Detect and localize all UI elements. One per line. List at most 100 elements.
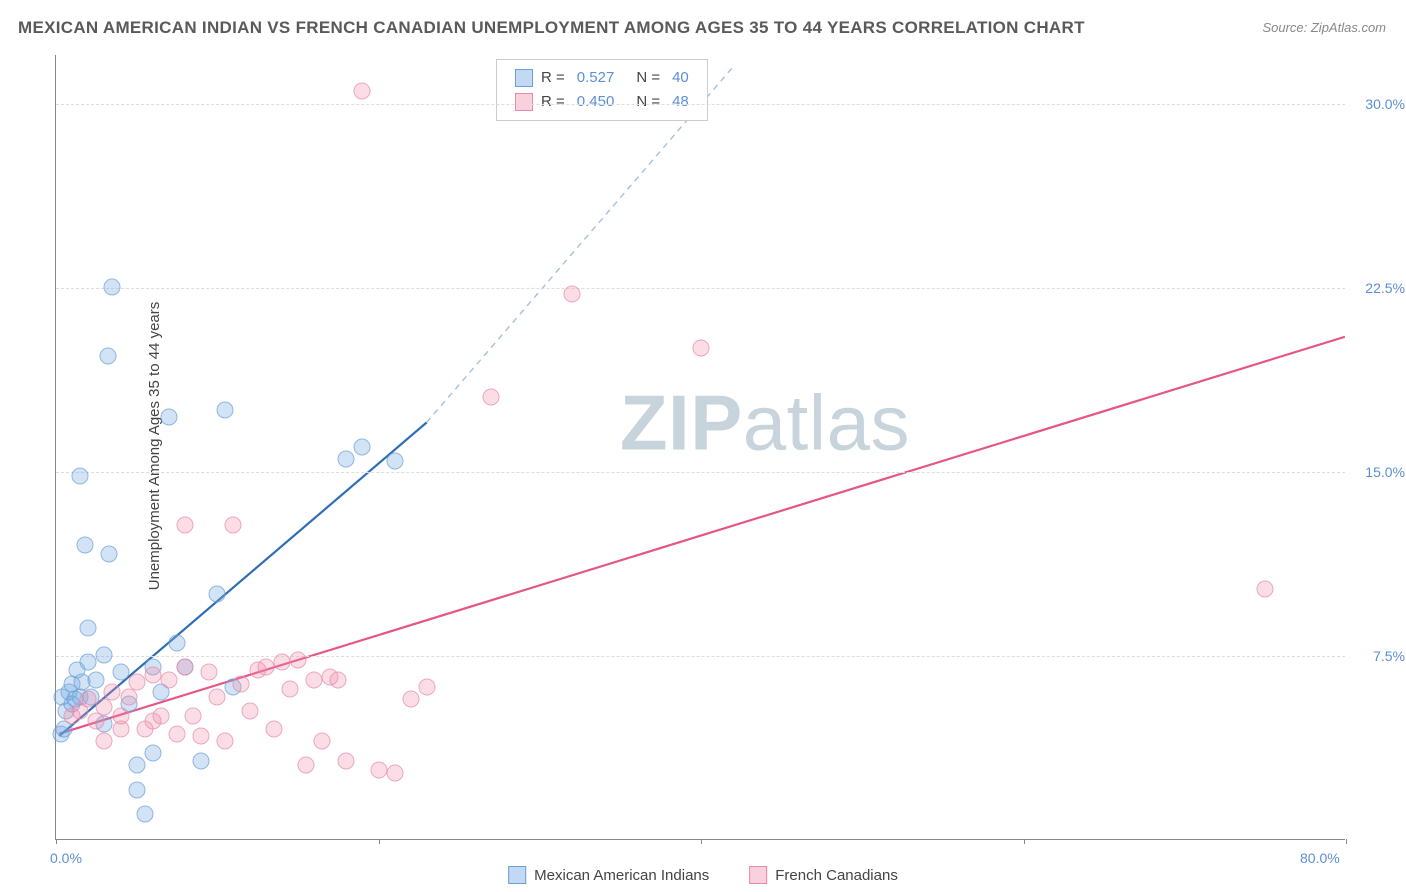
y-tick-label: 15.0% [1365, 464, 1405, 480]
scatter-point-blue [99, 347, 116, 364]
scatter-point-blue [72, 467, 89, 484]
gridline-h [56, 472, 1345, 473]
scatter-point-pink [177, 517, 194, 534]
legend-label-pink: French Canadians [775, 867, 898, 884]
scatter-point-pink [693, 340, 710, 357]
scatter-point-blue [217, 401, 234, 418]
scatter-point-pink [338, 752, 355, 769]
scatter-point-pink [273, 654, 290, 671]
x-tick [1024, 839, 1025, 844]
scatter-point-blue [101, 546, 118, 563]
scatter-point-pink [330, 671, 347, 688]
source-label: Source: ZipAtlas.com [1262, 20, 1386, 35]
scatter-point-pink [370, 762, 387, 779]
scatter-point-pink [193, 727, 210, 744]
scatter-point-blue [128, 781, 145, 798]
n-value-blue: 40 [672, 66, 689, 90]
x-tick [56, 839, 57, 844]
scatter-point-pink [289, 651, 306, 668]
scatter-point-pink [96, 698, 113, 715]
series-legend: Mexican American Indians French Canadian… [508, 866, 898, 884]
scatter-point-pink [88, 713, 105, 730]
scatter-point-blue [354, 438, 371, 455]
plot-area: ZIPatlas R = 0.527 N = 40 R = 0.450 N = … [55, 55, 1345, 840]
x-tick [379, 839, 380, 844]
scatter-point-pink [483, 389, 500, 406]
scatter-point-pink [564, 286, 581, 303]
legend-item-pink: French Canadians [749, 866, 898, 884]
scatter-point-blue [96, 647, 113, 664]
scatter-point-pink [225, 517, 242, 534]
scatter-point-blue [168, 634, 185, 651]
scatter-point-pink [297, 757, 314, 774]
scatter-point-blue [112, 664, 129, 681]
legend-row-blue: R = 0.527 N = 40 [515, 66, 689, 90]
scatter-point-pink [314, 732, 331, 749]
scatter-point-pink [281, 681, 298, 698]
correlation-legend: R = 0.527 N = 40 R = 0.450 N = 48 [496, 59, 708, 121]
scatter-point-pink [144, 713, 161, 730]
chart-title: MEXICAN AMERICAN INDIAN VS FRENCH CANADI… [18, 18, 1085, 38]
scatter-point-pink [418, 678, 435, 695]
scatter-point-pink [80, 691, 97, 708]
scatter-point-blue [193, 752, 210, 769]
legend-item-blue: Mexican American Indians [508, 866, 709, 884]
r-label: R = [541, 90, 565, 114]
scatter-point-blue [209, 585, 226, 602]
watermark-text: ZIPatlas [620, 378, 910, 469]
r-label: R = [541, 66, 565, 90]
swatch-pink-icon [515, 93, 533, 111]
scatter-point-blue [77, 536, 94, 553]
y-tick-label: 30.0% [1365, 96, 1405, 112]
scatter-point-pink [160, 671, 177, 688]
scatter-point-pink [168, 725, 185, 742]
scatter-point-blue [338, 450, 355, 467]
x-tick-label: 0.0% [50, 850, 82, 866]
scatter-point-blue [144, 745, 161, 762]
scatter-point-pink [120, 688, 137, 705]
swatch-blue-icon [515, 69, 533, 87]
legend-label-blue: Mexican American Indians [534, 867, 709, 884]
scatter-point-blue [128, 757, 145, 774]
scatter-point-pink [306, 671, 323, 688]
watermark-zip: ZIP [620, 379, 743, 467]
swatch-blue-icon [508, 866, 526, 884]
scatter-point-pink [209, 688, 226, 705]
x-tick-label: 80.0% [1300, 850, 1340, 866]
scatter-point-pink [1257, 580, 1274, 597]
scatter-point-pink [201, 664, 218, 681]
scatter-point-blue [136, 806, 153, 823]
r-value-blue: 0.527 [577, 66, 615, 90]
gridline-h [56, 104, 1345, 105]
scatter-point-pink [241, 703, 258, 720]
scatter-point-pink [354, 82, 371, 99]
scatter-point-blue [160, 409, 177, 426]
scatter-point-blue [80, 654, 97, 671]
scatter-point-pink [402, 691, 419, 708]
scatter-point-pink [112, 708, 129, 725]
gridline-h [56, 288, 1345, 289]
scatter-point-blue [88, 671, 105, 688]
scatter-point-pink [185, 708, 202, 725]
scatter-point-blue [80, 620, 97, 637]
scatter-point-pink [233, 676, 250, 693]
scatter-point-pink [144, 666, 161, 683]
n-label: N = [636, 66, 660, 90]
y-tick-label: 7.5% [1373, 648, 1405, 664]
legend-row-pink: R = 0.450 N = 48 [515, 90, 689, 114]
swatch-pink-icon [749, 866, 767, 884]
r-value-pink: 0.450 [577, 90, 615, 114]
x-tick [701, 839, 702, 844]
scatter-point-pink [257, 659, 274, 676]
n-value-pink: 48 [672, 90, 689, 114]
scatter-point-pink [265, 720, 282, 737]
scatter-point-pink [104, 683, 121, 700]
scatter-point-pink [177, 659, 194, 676]
scatter-point-blue [104, 279, 121, 296]
x-tick [1346, 839, 1347, 844]
scatter-point-pink [96, 732, 113, 749]
scatter-point-pink [386, 764, 403, 781]
watermark-atlas: atlas [743, 379, 910, 467]
y-tick-label: 22.5% [1365, 280, 1405, 296]
n-label: N = [636, 90, 660, 114]
